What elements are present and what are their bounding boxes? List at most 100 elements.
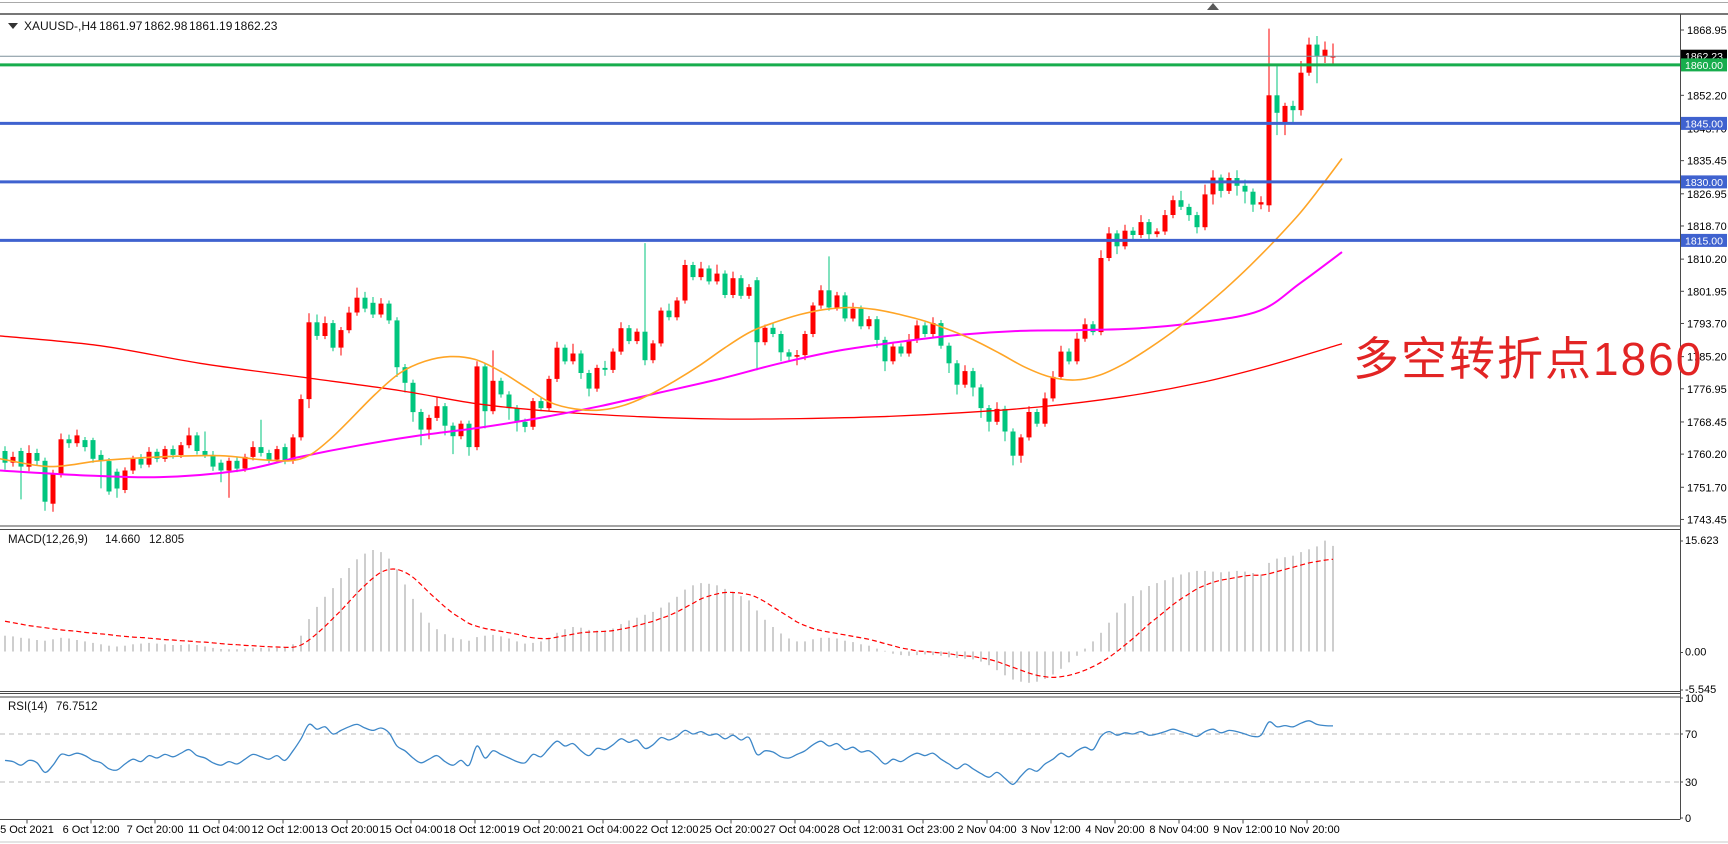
ohlc-high: 1862.98 bbox=[144, 19, 188, 33]
candle-body bbox=[850, 308, 856, 319]
date-label: 13 Oct 20:00 bbox=[316, 824, 379, 836]
price-tick-label: 1776.95 bbox=[1687, 384, 1727, 396]
candle-body bbox=[858, 308, 864, 327]
candle-body bbox=[962, 371, 968, 385]
candle-body bbox=[1138, 222, 1144, 235]
candle-body bbox=[746, 287, 752, 296]
candle-body bbox=[618, 328, 624, 352]
symbol-dropdown-icon[interactable] bbox=[8, 23, 18, 29]
candle-body bbox=[1002, 408, 1008, 432]
candle-body bbox=[1218, 177, 1224, 191]
horizontal-price-levels[interactable] bbox=[0, 55, 1680, 242]
candle-body bbox=[1178, 200, 1184, 207]
candle-body bbox=[1330, 56, 1336, 58]
candle-body bbox=[250, 447, 256, 457]
candle-body bbox=[354, 297, 360, 313]
candle-body bbox=[1106, 233, 1112, 258]
date-label: 18 Oct 12:00 bbox=[444, 824, 507, 836]
moving-average-lines bbox=[0, 158, 1343, 479]
candle-body bbox=[1050, 376, 1056, 399]
price-axis[interactable]: 1868.951852.201843.701835.451826.951818.… bbox=[1680, 25, 1727, 825]
candle-body bbox=[18, 451, 24, 467]
candle-body bbox=[930, 323, 936, 334]
candle-body bbox=[938, 323, 944, 346]
rsi-scale-label: 30 bbox=[1685, 777, 1697, 789]
candle-body bbox=[770, 327, 776, 334]
candle-body bbox=[1314, 44, 1320, 56]
candle-body bbox=[402, 367, 408, 383]
candle-body bbox=[946, 345, 952, 364]
candle-body bbox=[1042, 398, 1048, 424]
candle-body bbox=[362, 297, 368, 309]
candle-body bbox=[522, 421, 528, 427]
candle-body bbox=[562, 347, 568, 362]
candle-body bbox=[490, 380, 496, 412]
candle-body bbox=[122, 470, 128, 490]
candle-body bbox=[1066, 351, 1072, 362]
chart-shift-marker-icon[interactable] bbox=[1207, 3, 1219, 10]
date-label: 3 Nov 12:00 bbox=[1021, 824, 1080, 836]
candle-body bbox=[498, 380, 504, 395]
candle-body bbox=[370, 302, 376, 315]
candle-body bbox=[986, 408, 992, 422]
candle-body bbox=[810, 305, 816, 334]
candle-body bbox=[914, 325, 920, 340]
candle-body bbox=[26, 453, 32, 467]
date-label: 22 Oct 12:00 bbox=[636, 824, 699, 836]
candle-body bbox=[434, 406, 440, 418]
candle-body bbox=[2, 451, 8, 463]
candle-body bbox=[1122, 230, 1128, 247]
candle-body bbox=[82, 440, 88, 448]
price-tick-label: 1801.95 bbox=[1687, 286, 1727, 298]
symbol-ohlc-bar: XAUUSD-,H4 1861.97 1862.98 1861.19 1862.… bbox=[8, 19, 278, 33]
macd-label: MACD(12,26,9) bbox=[8, 534, 88, 546]
macd-value-signal: 12.805 bbox=[149, 534, 184, 546]
candle-body bbox=[1026, 412, 1032, 438]
rsi-panel-series bbox=[0, 720, 1680, 786]
candle-body bbox=[90, 440, 96, 459]
macd-signal-line bbox=[4, 558, 1334, 679]
date-label: 12 Oct 12:00 bbox=[252, 824, 315, 836]
time-axis[interactable]: 5 Oct 2021 6 Oct 12:00 7 Oct 20:00 11 Oct 0… bbox=[0, 819, 1340, 837]
candle-body bbox=[866, 319, 872, 327]
rsi-scale-label: 70 bbox=[1685, 729, 1697, 741]
candle-body bbox=[114, 471, 120, 489]
candle-body bbox=[1266, 95, 1272, 206]
candle-body bbox=[1146, 222, 1152, 235]
date-label: 6 Oct 12:00 bbox=[63, 824, 120, 836]
candle-body bbox=[1322, 49, 1328, 56]
candle-body bbox=[642, 331, 648, 361]
rsi-label: RSI(14) bbox=[8, 701, 48, 713]
candle-body bbox=[226, 460, 232, 471]
rsi-value: 76.7512 bbox=[56, 701, 98, 713]
price-badge-label: 1830.00 bbox=[1685, 177, 1723, 189]
annotation-text[interactable]: 多空转折点1860 bbox=[1353, 333, 1704, 385]
candle-body bbox=[602, 367, 608, 370]
candle-body bbox=[1010, 431, 1016, 456]
candle-body bbox=[290, 437, 296, 461]
candle-body bbox=[890, 346, 896, 362]
candle-body bbox=[74, 435, 80, 444]
date-label: 7 Oct 20:00 bbox=[127, 824, 184, 836]
candle-body bbox=[386, 303, 392, 321]
candle-body bbox=[698, 268, 704, 278]
candle-body bbox=[1202, 194, 1208, 228]
candle-body bbox=[66, 439, 72, 444]
price-tick-label: 1826.95 bbox=[1687, 189, 1727, 201]
candle-body bbox=[442, 406, 448, 426]
date-label: 21 Oct 04:00 bbox=[572, 824, 635, 836]
date-label: 28 Oct 12:00 bbox=[828, 824, 891, 836]
price-badge bbox=[1681, 116, 1727, 130]
price-tick-label: 1835.45 bbox=[1687, 156, 1727, 168]
macd-scale-label: 15.623 bbox=[1685, 535, 1719, 547]
rsi-indicator-label: RSI(14) 76.7512 bbox=[8, 701, 98, 713]
candle-body bbox=[394, 320, 400, 368]
candle-body bbox=[1170, 200, 1176, 215]
candle-body bbox=[482, 366, 488, 412]
candle-body bbox=[1298, 72, 1304, 111]
candle-body bbox=[1282, 105, 1288, 123]
candle-body bbox=[186, 435, 192, 446]
candle-body bbox=[210, 454, 216, 467]
